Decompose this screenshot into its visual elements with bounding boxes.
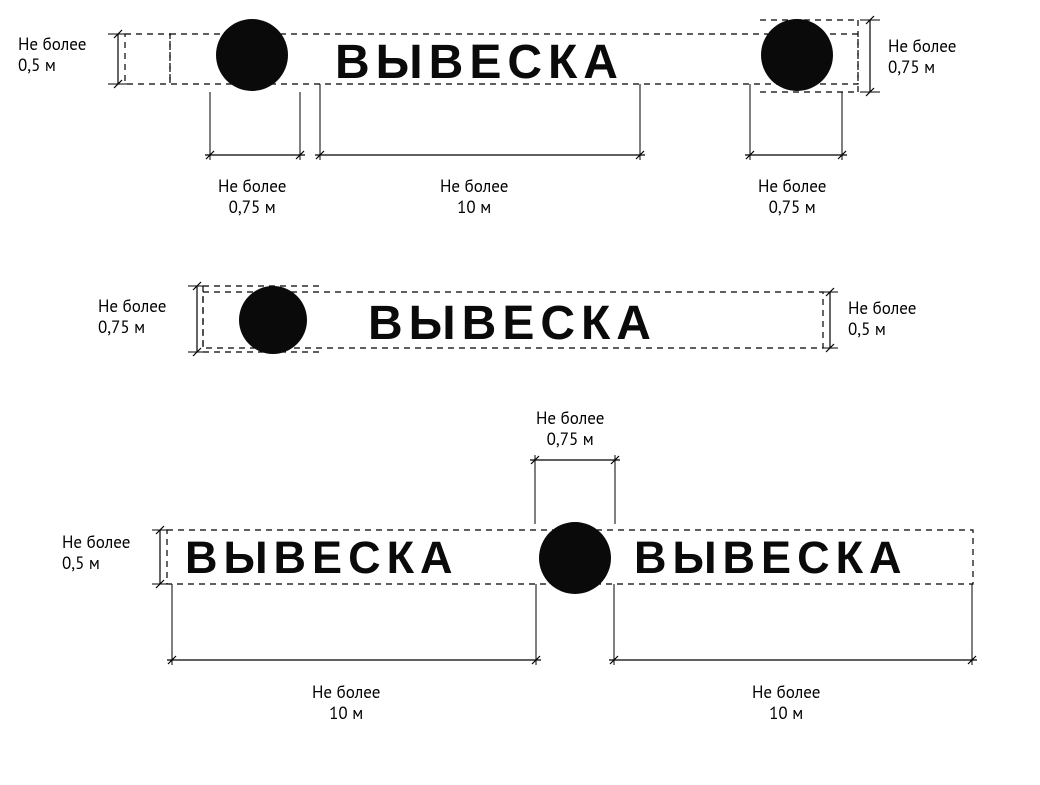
sign-text: ВЫВЕСКА bbox=[368, 296, 657, 351]
logo-disc bbox=[216, 19, 288, 91]
signage-specification-diagram: ВЫВЕСКА Не более 0,5 м Не более 0,75 м Н… bbox=[0, 0, 1040, 785]
dim-label-height-left: Не более 0,75 м bbox=[98, 296, 166, 339]
dim-label-height-left: Не более 0,5 м bbox=[18, 34, 86, 77]
sign-text: ВЫВЕСКА bbox=[634, 532, 908, 584]
sign-text: ВЫВЕСКА bbox=[185, 532, 459, 584]
dim-label: Не более 0,75 м bbox=[218, 176, 286, 219]
dim-label-height-left: Не более 0,5 м bbox=[62, 532, 130, 575]
dim-label: Не более 10 м bbox=[440, 176, 508, 219]
logo-disc bbox=[761, 19, 833, 91]
dim-label: Не более 0,75 м bbox=[758, 176, 826, 219]
dim-label-height-right: Не более 0,75 м bbox=[888, 36, 956, 79]
dim-label: Не более 10 м bbox=[752, 682, 820, 725]
sign-text: ВЫВЕСКА bbox=[335, 35, 624, 90]
dim-label-height-right: Не более 0,5 м bbox=[848, 298, 916, 341]
diagram-svg bbox=[0, 0, 1040, 785]
dim-label: Не более 0,75 м bbox=[536, 408, 604, 451]
logo-disc bbox=[539, 522, 611, 594]
logo-disc bbox=[239, 286, 307, 354]
dim-label: Не более 10 м bbox=[312, 682, 380, 725]
